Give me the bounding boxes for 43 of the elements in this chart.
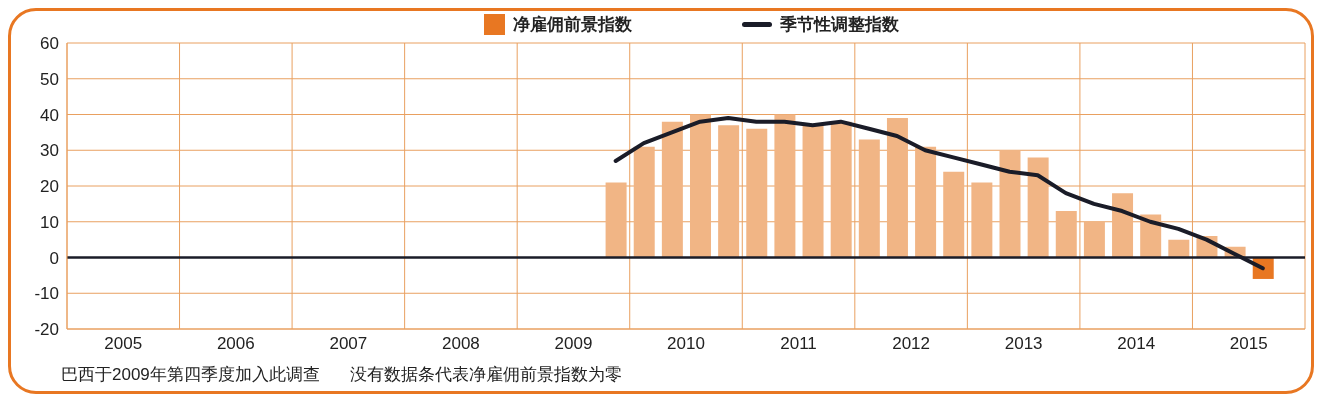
x-tick-label: 2007 (329, 334, 368, 354)
bar (633, 146, 655, 258)
x-tick-label: 2009 (554, 334, 593, 354)
text: 没有数据条代表净雇佣前景指数为零 (349, 364, 622, 386)
x-tick-label: 2011 (780, 334, 817, 354)
bar (915, 146, 937, 258)
y-tick-label: 50 (40, 69, 59, 89)
x-tick-label: 2013 (1004, 334, 1043, 354)
bar (746, 128, 768, 258)
x-tick-label: 2005 (104, 334, 143, 354)
bar (1055, 211, 1077, 258)
bar (718, 125, 740, 258)
bar (690, 114, 711, 258)
bar (1083, 221, 1105, 258)
legend-label: 季节性调整指数 (779, 13, 899, 36)
bar (802, 125, 824, 258)
bar (661, 121, 683, 258)
x-tick-label: 2006 (216, 334, 255, 354)
y-tick-label: 60 (40, 34, 59, 54)
bar (943, 171, 965, 258)
y-tick-label: 0 (49, 248, 59, 268)
bar (1027, 157, 1049, 258)
legend-label: 净雇佣前景指数 (512, 13, 632, 36)
bar (858, 139, 880, 258)
x-tick-label: 2015 (1229, 334, 1268, 354)
bar (774, 114, 796, 258)
text: 巴西于2009年第四季度加入此调查 (61, 364, 320, 386)
y-tick-label: -20 (34, 320, 59, 340)
bar (830, 121, 852, 258)
x-tick-label: 2008 (442, 334, 480, 354)
bar (971, 182, 993, 258)
y-tick-label: 10 (40, 212, 59, 232)
x-tick-label: 2014 (1117, 334, 1156, 354)
bar (605, 182, 627, 258)
y-tick-label: 20 (40, 177, 59, 197)
x-tick-label: 2012 (892, 334, 930, 354)
bar (1112, 193, 1134, 258)
y-tick-label: -10 (34, 284, 59, 304)
bar (999, 150, 1021, 258)
y-tick-label: 40 (40, 105, 59, 125)
bar (886, 118, 908, 258)
y-tick-label: 30 (40, 141, 59, 161)
x-tick-label: 2010 (667, 334, 705, 354)
